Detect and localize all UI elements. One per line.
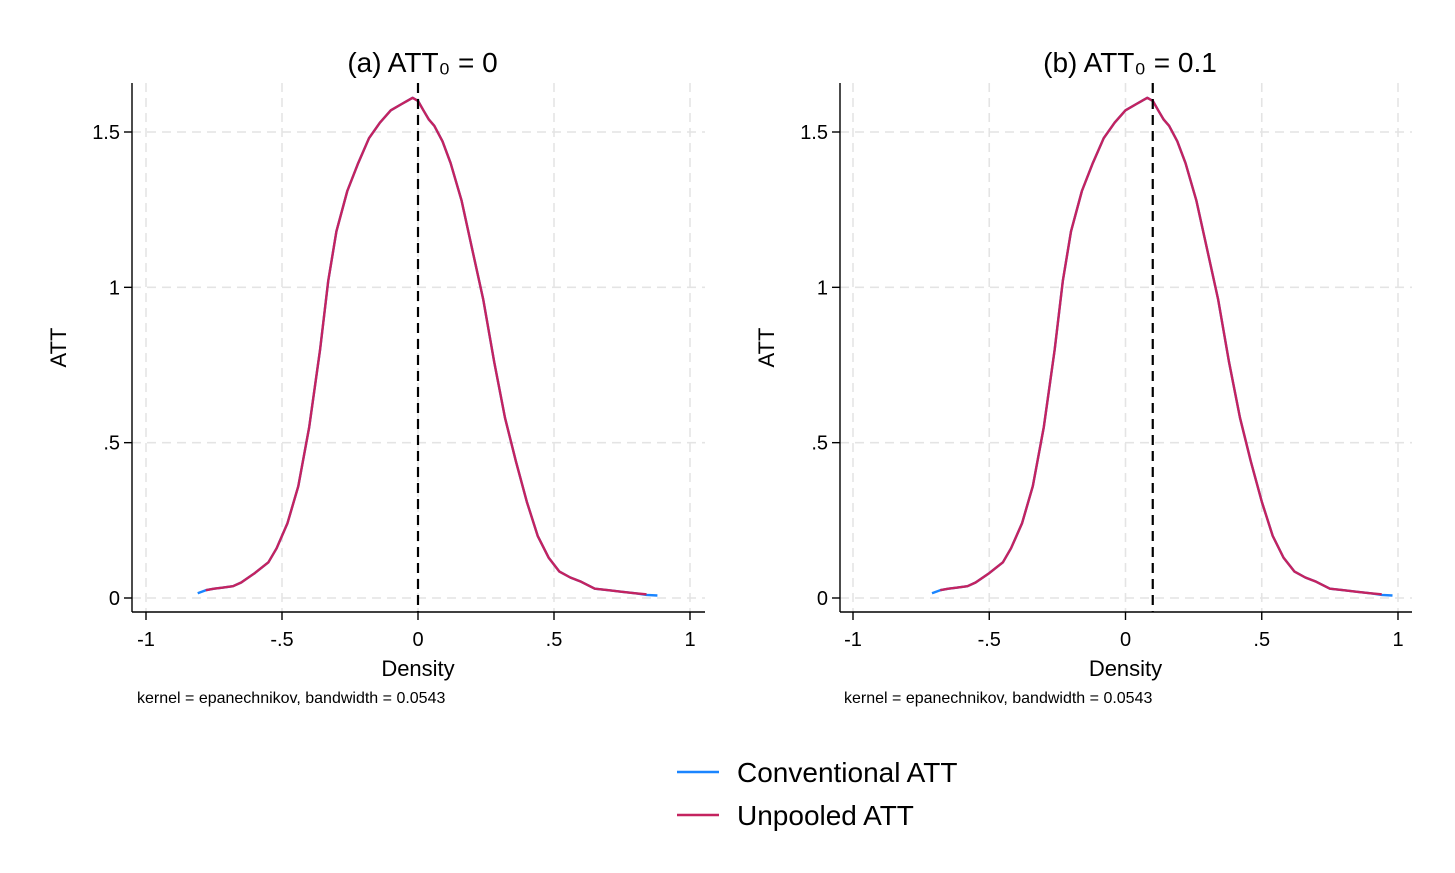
y-tick-label-b-2: 1	[817, 277, 828, 299]
x-tick-label-b-2: 0	[1120, 629, 1131, 651]
legend-label-unpooled: Unpooled ATT	[737, 800, 914, 831]
legend-label-conventional: Conventional ATT	[737, 757, 958, 788]
x-tick-label-a-2: 0	[412, 629, 423, 651]
chart-title-a: (a) ATT₀ = 0	[347, 47, 497, 78]
y-tick-label-a-3: 1.5	[92, 122, 120, 144]
x-axis-label-a: Density	[381, 656, 454, 681]
y-tick-label-a-2: 1	[109, 277, 120, 299]
x-axis-label-b: Density	[1089, 656, 1162, 681]
x-tick-label-b-1: -.5	[978, 629, 1001, 651]
y-axis-label-a: ATT	[46, 328, 71, 368]
series-line-unpooled-b	[939, 96, 1382, 596]
x-tick-label-a-4: 1	[684, 629, 695, 651]
x-tick-label-b-0: -1	[844, 629, 862, 651]
x-tick-label-b-3: .5	[1253, 629, 1270, 651]
legend: Conventional ATT Unpooled ATT	[677, 757, 958, 831]
y-tick-label-b-0: 0	[817, 588, 828, 610]
series-line-conventional-a	[197, 96, 658, 597]
x-tick-label-a-1: -.5	[270, 629, 293, 651]
chart-title-b: (b) ATT₀ = 0.1	[1043, 47, 1217, 78]
kernel-note-b: kernel = epanechnikov, bandwidth = 0.054…	[844, 690, 1152, 707]
y-tick-label-a-1: .5	[103, 433, 120, 455]
kernel-note-a: kernel = epanechnikov, bandwidth = 0.054…	[137, 690, 445, 707]
x-tick-label-b-4: 1	[1392, 629, 1403, 651]
series-line-unpooled-a	[205, 96, 647, 596]
series-line-conventional-b	[931, 96, 1393, 597]
y-tick-label-a-0: 0	[109, 588, 120, 610]
panel-b: -1 -.5 0 .5 1 0 .5 1 1.5 (b) ATT₀ = 0.1 Density ATT…	[754, 47, 1412, 707]
y-tick-label-b-1: .5	[811, 433, 828, 455]
x-tick-label-a-3: .5	[546, 629, 563, 651]
x-tick-label-a-0: -1	[137, 629, 155, 651]
y-axis-label-b: ATT	[754, 328, 779, 368]
y-tick-label-b-3: 1.5	[800, 122, 828, 144]
panel-a: -1 -.5 0 .5 1 0 .5 1 1.5 (a) ATT₀ = 0 Density ATT ke…	[46, 47, 705, 707]
